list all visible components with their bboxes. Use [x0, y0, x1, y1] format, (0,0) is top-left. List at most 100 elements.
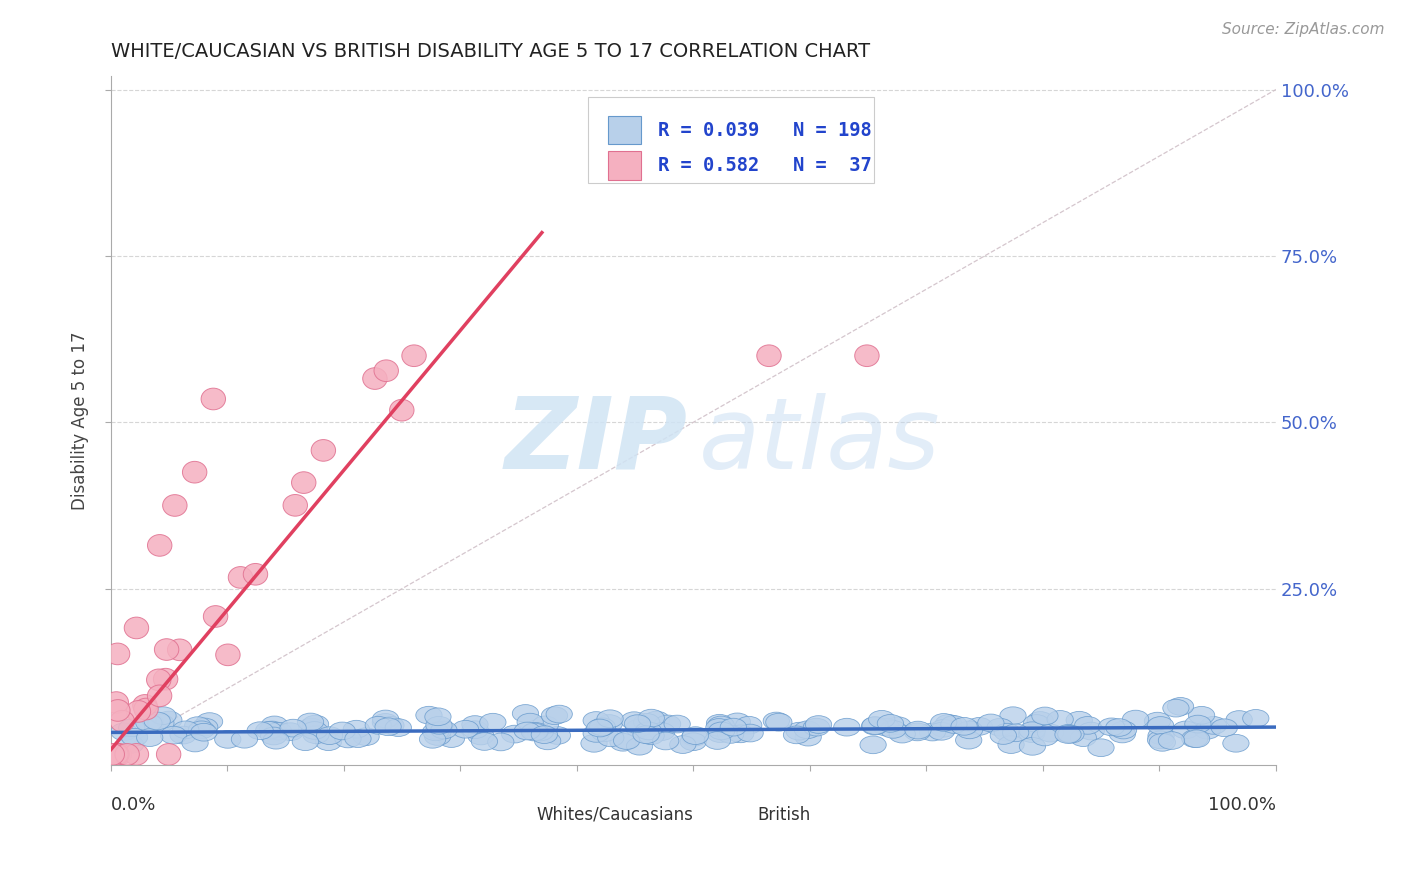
Ellipse shape — [1185, 715, 1211, 733]
Ellipse shape — [479, 714, 506, 731]
Ellipse shape — [335, 730, 361, 747]
Text: WHITE/CAUCASIAN VS BRITISH DISABILITY AGE 5 TO 17 CORRELATION CHART: WHITE/CAUCASIAN VS BRITISH DISABILITY AG… — [111, 42, 870, 61]
Ellipse shape — [277, 723, 304, 740]
Ellipse shape — [706, 719, 733, 736]
Ellipse shape — [118, 736, 143, 754]
Ellipse shape — [1122, 710, 1149, 728]
Ellipse shape — [941, 715, 967, 733]
Text: atlas: atlas — [699, 392, 941, 490]
Text: Whites/Caucasians: Whites/Caucasians — [536, 805, 693, 823]
Ellipse shape — [531, 726, 558, 744]
Ellipse shape — [488, 733, 515, 751]
Ellipse shape — [862, 716, 889, 734]
Ellipse shape — [1167, 698, 1194, 715]
Ellipse shape — [763, 712, 789, 730]
Ellipse shape — [181, 734, 208, 752]
Ellipse shape — [146, 669, 172, 690]
Ellipse shape — [1088, 739, 1114, 756]
Ellipse shape — [453, 721, 478, 738]
Ellipse shape — [425, 708, 451, 726]
Ellipse shape — [1000, 706, 1026, 724]
Ellipse shape — [682, 728, 707, 746]
Ellipse shape — [546, 706, 572, 723]
Ellipse shape — [302, 726, 329, 744]
Ellipse shape — [681, 733, 706, 750]
Ellipse shape — [502, 725, 527, 743]
Ellipse shape — [373, 710, 399, 728]
Ellipse shape — [262, 716, 288, 734]
Ellipse shape — [134, 698, 159, 720]
Ellipse shape — [862, 717, 887, 735]
Ellipse shape — [1188, 706, 1215, 724]
Ellipse shape — [105, 744, 129, 765]
Ellipse shape — [877, 714, 904, 732]
Y-axis label: Disability Age 5 to 17: Disability Age 5 to 17 — [72, 331, 89, 510]
Ellipse shape — [127, 700, 150, 723]
Ellipse shape — [931, 714, 957, 731]
Ellipse shape — [136, 714, 162, 731]
Ellipse shape — [522, 723, 548, 740]
Ellipse shape — [100, 744, 125, 765]
Ellipse shape — [786, 723, 813, 740]
Ellipse shape — [1163, 699, 1189, 717]
Ellipse shape — [124, 617, 149, 639]
Ellipse shape — [124, 744, 149, 765]
Ellipse shape — [1223, 734, 1249, 752]
Text: British: British — [758, 805, 811, 823]
Ellipse shape — [104, 691, 128, 714]
Ellipse shape — [1211, 719, 1237, 737]
Ellipse shape — [834, 718, 860, 736]
Ellipse shape — [1173, 721, 1199, 739]
Ellipse shape — [737, 724, 763, 742]
Ellipse shape — [1026, 712, 1053, 730]
Ellipse shape — [990, 727, 1017, 744]
Ellipse shape — [197, 713, 222, 731]
Text: ZIP: ZIP — [505, 392, 688, 490]
Ellipse shape — [977, 714, 1004, 731]
Ellipse shape — [425, 722, 451, 739]
Ellipse shape — [1147, 727, 1174, 745]
Ellipse shape — [247, 722, 273, 739]
Ellipse shape — [1056, 724, 1081, 742]
Ellipse shape — [704, 731, 731, 749]
Ellipse shape — [315, 733, 342, 750]
Ellipse shape — [950, 717, 977, 735]
Ellipse shape — [416, 706, 441, 724]
Ellipse shape — [589, 718, 616, 736]
Ellipse shape — [297, 713, 323, 731]
Ellipse shape — [534, 732, 561, 749]
Ellipse shape — [363, 368, 387, 390]
Ellipse shape — [1024, 714, 1050, 732]
Ellipse shape — [136, 729, 163, 747]
Ellipse shape — [707, 724, 734, 742]
Ellipse shape — [624, 714, 651, 732]
Ellipse shape — [1226, 711, 1253, 729]
Ellipse shape — [170, 726, 197, 744]
Ellipse shape — [104, 744, 128, 765]
Ellipse shape — [1109, 725, 1136, 743]
Ellipse shape — [243, 564, 267, 585]
Ellipse shape — [366, 716, 391, 734]
Ellipse shape — [201, 388, 225, 409]
Ellipse shape — [402, 345, 426, 367]
Ellipse shape — [232, 731, 257, 748]
Ellipse shape — [468, 727, 494, 745]
Ellipse shape — [709, 722, 735, 739]
Ellipse shape — [517, 714, 543, 731]
Ellipse shape — [855, 345, 879, 367]
Ellipse shape — [512, 705, 538, 723]
Ellipse shape — [1019, 722, 1046, 739]
Ellipse shape — [794, 721, 821, 739]
Ellipse shape — [803, 718, 830, 736]
Ellipse shape — [638, 709, 665, 727]
Ellipse shape — [527, 723, 554, 741]
Ellipse shape — [987, 718, 1014, 736]
Ellipse shape — [132, 695, 157, 716]
Ellipse shape — [111, 723, 138, 740]
Text: 0.0%: 0.0% — [111, 796, 156, 814]
Ellipse shape — [1144, 713, 1171, 730]
Ellipse shape — [283, 494, 308, 516]
Ellipse shape — [1019, 738, 1046, 756]
Ellipse shape — [1057, 725, 1084, 743]
Ellipse shape — [515, 723, 540, 739]
